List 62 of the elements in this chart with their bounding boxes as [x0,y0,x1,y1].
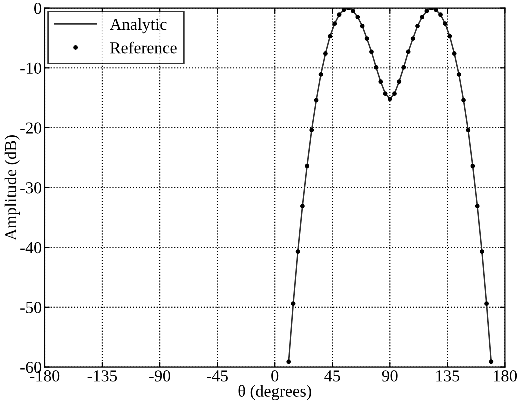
point [434,8,438,12]
y-tick-label: -30 [20,182,42,194]
point [438,12,443,18]
point [424,9,430,14]
point [342,8,346,12]
point [470,164,476,168]
point [489,360,494,364]
point [388,97,392,102]
y-tick-label: -40 [20,242,42,254]
point [416,24,420,28]
point [462,98,466,103]
x-tick-label: 90 [382,370,398,382]
point [328,34,333,39]
point [351,9,356,14]
point [332,22,338,26]
point [452,52,457,56]
point [360,24,365,28]
point [364,36,370,42]
point [314,98,319,103]
y-axis-title: Amplitude (dB) [4,136,20,241]
point [305,164,310,168]
point [286,360,292,364]
x-axis-title: θ (degrees) [238,385,312,400]
point [466,128,471,133]
point [291,302,296,306]
point [410,36,416,42]
x-tick-label: 180 [494,370,518,382]
line-series [288,8,492,363]
point [383,92,388,96]
point [484,302,490,306]
legend-label: Analytic [110,18,167,34]
point [323,52,328,56]
point [402,65,406,70]
y-tick-label: -50 [20,302,42,314]
x-tick-label: 45 [324,370,340,382]
point [370,50,374,54]
point [448,34,452,39]
point [475,204,480,209]
point [443,22,448,26]
point [456,72,462,77]
point [406,50,411,54]
point [374,65,379,70]
point [296,250,300,254]
point [300,204,305,209]
legend-label: Reference [110,42,177,54]
point [310,128,314,133]
point [378,80,384,84]
y-tick-label: -10 [20,62,42,74]
point [397,80,402,84]
point [318,72,324,77]
point [392,92,397,96]
point [356,15,360,20]
x-tick-label: 0 [272,370,279,382]
x-tick-label: -90 [150,370,170,382]
x-tick-label: -135 [88,370,118,382]
x-tick-label: 135 [436,370,460,382]
point [420,15,425,20]
x-tick-label: -45 [207,370,228,382]
y-tick-label: 0 [34,3,42,14]
point [337,12,342,18]
y-tick-label: -20 [20,122,42,134]
point [480,250,484,254]
